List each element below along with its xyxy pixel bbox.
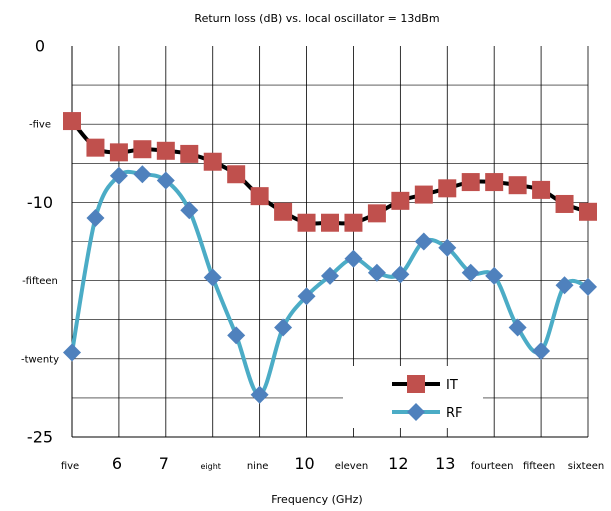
series-rf-point [438, 238, 457, 257]
x-tick-label: 7 [159, 454, 169, 473]
legend-it-label: IT [446, 378, 458, 393]
series-rf-point [508, 318, 527, 337]
series-rf-point [297, 287, 316, 306]
series-rf-point [579, 277, 597, 296]
x-tick-label: fourteen [471, 461, 514, 472]
x-axis-label: Frequency (GHz) [271, 493, 362, 506]
series-rf-point [485, 266, 504, 285]
x-tick-label: nine [247, 461, 269, 472]
series-rf-point [555, 276, 574, 295]
x-tick-label: five [61, 461, 79, 472]
x-tick-labels: five 6 7 eight nine 10 eleven 12 13 fourteen fifte… [61, 454, 604, 473]
series-rf-line [70, 169, 589, 397]
legend: IT RF [343, 366, 483, 428]
x-tick-label: sixteen [568, 461, 604, 472]
series-it-point [391, 191, 410, 210]
series-rf-point [109, 166, 128, 185]
series-rf-point [227, 326, 246, 345]
x-tick-label: eleven [335, 461, 369, 472]
y-tick-label: -25 [27, 428, 53, 447]
series-it-point [250, 187, 269, 206]
y-tick-label: -five [29, 120, 51, 131]
series-it-point [579, 202, 597, 221]
series-rf-point [203, 268, 222, 287]
series-it-point [133, 140, 152, 159]
series-it-point [344, 213, 363, 232]
series-it-point [461, 173, 480, 192]
series-it-point [367, 204, 386, 223]
legend-it-marker [407, 375, 425, 393]
series-it-point [86, 138, 105, 157]
series [63, 112, 597, 404]
series-it-point [274, 202, 293, 221]
y-tick-label: 0 [35, 37, 45, 56]
legend-rf-label: RF [446, 406, 463, 421]
series-it-point [532, 180, 551, 199]
series-it-point [109, 143, 128, 162]
grid [72, 46, 589, 437]
series-rf-point [321, 266, 339, 285]
series-rf-point [532, 341, 551, 360]
series-rf-point [391, 265, 410, 284]
y-tick-labels: 0 -five -10 -fifteen -twenty -25 [21, 37, 59, 447]
y-tick-label: -10 [27, 193, 53, 212]
series-rf-point [250, 385, 269, 404]
series-it-point [508, 176, 527, 195]
series-it-point [227, 165, 246, 184]
series-it-point [485, 173, 504, 192]
x-tick-label: 6 [112, 454, 122, 473]
series-it-point [555, 194, 574, 213]
series-rf-point [86, 209, 105, 228]
y-tick-label: -twenty [21, 354, 59, 365]
x-tick-label: 12 [388, 454, 408, 473]
axes [71, 46, 588, 438]
series-rf-point [133, 165, 152, 184]
y-tick-label: -fifteen [22, 276, 58, 287]
series-rf-point [156, 171, 175, 190]
series-it-point [180, 144, 199, 163]
series-rf-point [274, 318, 293, 337]
series-it-point [414, 185, 433, 204]
series-rf-point [367, 263, 386, 282]
series-it-point [297, 213, 316, 232]
series-it-point [156, 141, 175, 160]
series-rf-point [344, 249, 363, 268]
series-it-point [63, 112, 81, 131]
x-tick-label: 13 [435, 454, 455, 473]
x-tick-label: eight [201, 462, 221, 471]
series-rf-point [461, 263, 480, 282]
series-rf-point [180, 201, 199, 220]
series-it-point [321, 213, 339, 232]
series-rf-point [414, 232, 433, 251]
chart-title: Return loss (dB) vs. local oscillator = … [194, 12, 439, 25]
series-rf-point [63, 343, 81, 362]
x-tick-label: fifteen [523, 461, 555, 472]
series-it-point [438, 179, 457, 198]
legend-rf-marker [407, 403, 425, 421]
x-tick-label: 10 [294, 454, 314, 473]
series-it-point [203, 152, 222, 171]
